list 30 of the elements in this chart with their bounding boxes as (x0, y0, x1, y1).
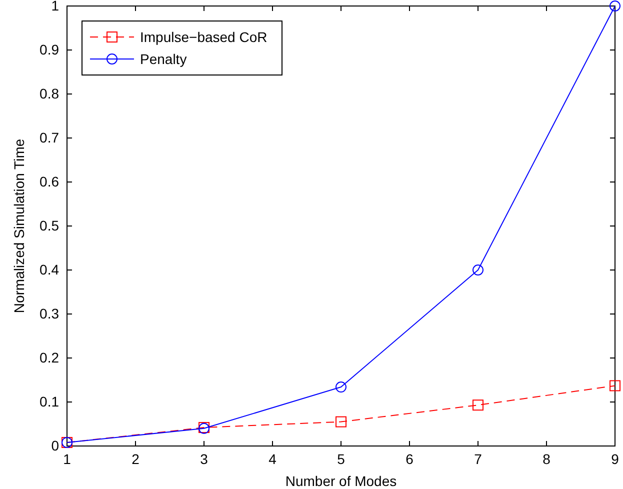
x-tick-label: 9 (611, 450, 620, 467)
x-tick-label: 1 (63, 450, 72, 467)
y-tick-label: 0.2 (40, 349, 60, 366)
point (336, 416, 346, 428)
point (610, 0, 620, 12)
point (610, 380, 620, 392)
x-axis-title: Number of Modes (285, 473, 397, 489)
y-tick-label: 0.8 (40, 85, 60, 102)
x-tick-label: 2 (132, 450, 140, 467)
x-tick-label: 3 (200, 450, 208, 467)
x-tick-label: 6 (406, 450, 414, 467)
y-tick-label: 0.7 (40, 129, 60, 146)
y-tick-label: 0.9 (40, 41, 60, 58)
y-tick-label: 0.5 (40, 217, 60, 234)
y-tick-label: 0.6 (40, 173, 60, 190)
x-tick-label: 8 (542, 450, 551, 467)
x-tick-label: 4 (268, 450, 277, 467)
x-tick-label: 7 (474, 450, 482, 467)
y-axis-title: Normalized Simulation Time (11, 138, 27, 314)
legend-label: Impulse−based CoR (140, 29, 268, 45)
y-tick-label: 1 (51, 0, 60, 14)
point (336, 382, 346, 393)
point (472, 264, 484, 276)
y-tick-label: 0 (51, 437, 60, 454)
y-tick-label: 0.3 (40, 305, 60, 322)
y-tick-label: 0.1 (40, 393, 60, 410)
y-tick-label: 0.4 (40, 261, 60, 278)
legend-label: Penalty (140, 51, 187, 67)
x-tick-label: 5 (337, 450, 346, 467)
point (472, 400, 484, 411)
